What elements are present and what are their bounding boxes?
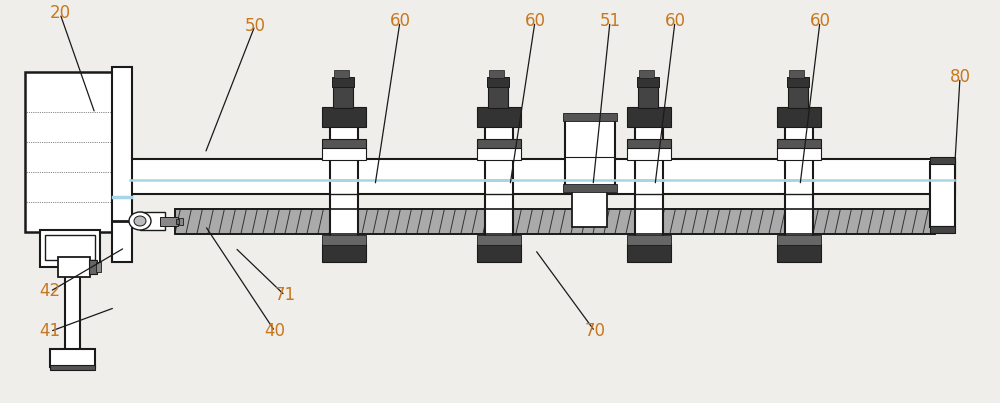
Bar	[777, 106, 821, 127]
Ellipse shape	[134, 216, 146, 226]
Bar	[777, 147, 821, 160]
Bar	[563, 183, 617, 191]
Bar	[40, 229, 100, 266]
Bar	[130, 158, 955, 193]
Bar	[477, 106, 521, 127]
Bar	[777, 243, 821, 262]
Bar	[485, 112, 513, 256]
Bar	[637, 77, 659, 87]
Bar	[175, 208, 935, 233]
Text: 50: 50	[244, 17, 266, 35]
Bar	[635, 112, 663, 256]
Text: 60: 60	[810, 12, 830, 31]
Bar	[627, 106, 671, 127]
Text: 80: 80	[950, 69, 970, 87]
Text: 71: 71	[274, 287, 296, 305]
Text: 70: 70	[584, 322, 606, 341]
Bar	[477, 235, 521, 245]
Bar	[322, 147, 366, 160]
Bar	[477, 243, 521, 262]
Bar	[58, 256, 90, 276]
Bar	[627, 243, 671, 262]
Bar	[930, 226, 955, 233]
Bar	[332, 77, 354, 87]
Bar	[488, 83, 508, 108]
Bar	[322, 243, 366, 262]
Bar	[487, 77, 509, 87]
Text: 60: 60	[524, 12, 546, 31]
Bar	[45, 235, 95, 260]
Bar	[627, 139, 671, 148]
Bar	[787, 77, 809, 87]
Bar	[489, 69, 504, 77]
Bar	[563, 112, 617, 120]
Bar	[330, 112, 358, 256]
Bar	[322, 235, 366, 245]
Bar	[322, 106, 366, 127]
Bar	[627, 147, 671, 160]
Text: 60: 60	[664, 12, 686, 31]
Bar	[627, 235, 671, 245]
Bar	[565, 118, 615, 189]
Bar	[65, 264, 80, 351]
Bar	[477, 139, 521, 148]
Bar	[160, 216, 178, 226]
Bar	[477, 147, 521, 160]
Bar	[789, 69, 804, 77]
Text: 60: 60	[390, 12, 411, 31]
Bar	[788, 83, 808, 108]
Bar	[50, 349, 95, 366]
Bar	[639, 69, 654, 77]
Bar	[179, 218, 183, 224]
Bar	[777, 235, 821, 245]
Bar	[930, 162, 955, 226]
Bar	[322, 139, 366, 148]
Bar	[333, 83, 353, 108]
Text: 20: 20	[49, 4, 71, 23]
Ellipse shape	[129, 212, 151, 230]
Text: 40: 40	[265, 322, 286, 341]
Bar	[50, 364, 95, 370]
Bar	[140, 212, 165, 229]
Text: 41: 41	[39, 322, 61, 341]
Bar	[785, 112, 813, 256]
Bar	[334, 69, 349, 77]
Bar	[176, 218, 181, 224]
Bar	[96, 262, 101, 272]
Bar	[930, 156, 955, 164]
Bar	[112, 66, 132, 262]
Bar	[638, 83, 658, 108]
Text: 51: 51	[599, 12, 621, 31]
Text: 42: 42	[39, 283, 61, 301]
Bar	[175, 208, 935, 233]
Bar	[777, 139, 821, 148]
Bar	[89, 260, 97, 274]
Bar	[25, 71, 115, 231]
Bar	[572, 189, 607, 226]
